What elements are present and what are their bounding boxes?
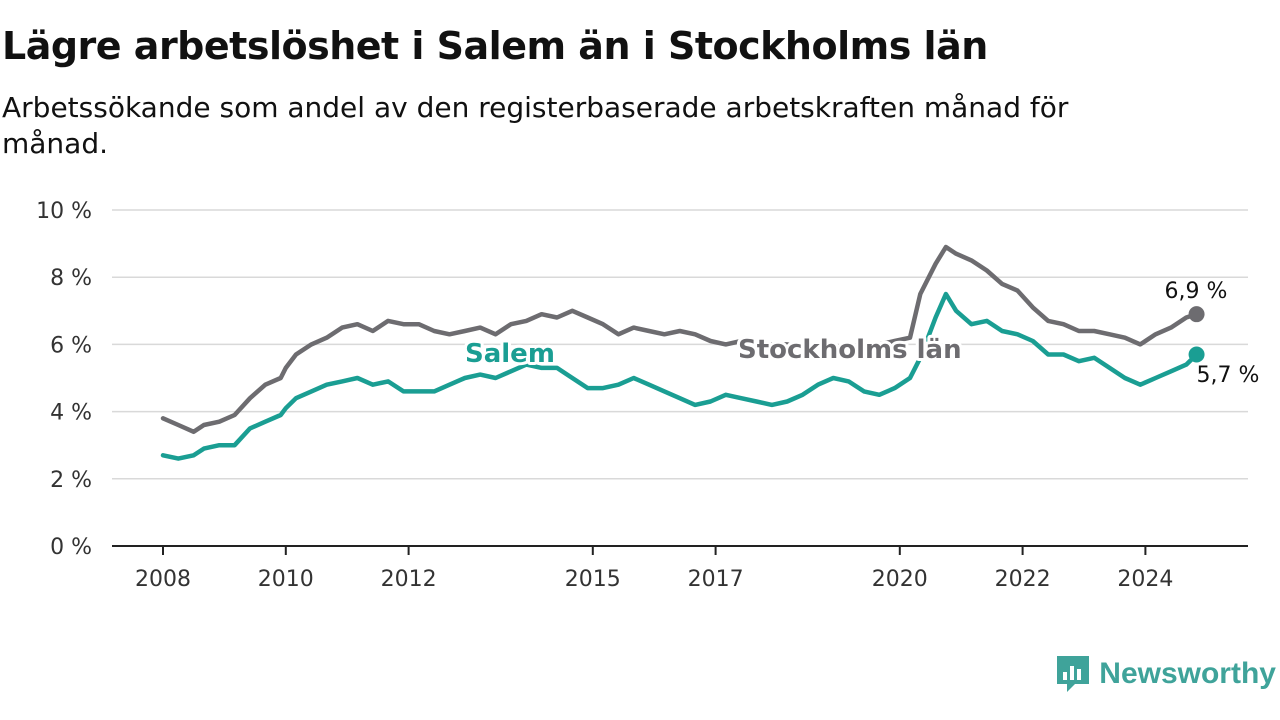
x-tick-label: 2010 — [258, 567, 314, 592]
x-tick-label: 2008 — [135, 567, 191, 592]
x-tick-label: 2015 — [565, 567, 621, 592]
brand-name: Newsworthy — [1099, 657, 1276, 690]
chart-subtitle: Arbetssökande som andel av den registerb… — [2, 91, 1069, 161]
grid-lines — [112, 209, 1248, 547]
y-tick-label: 6 % — [50, 333, 92, 358]
newsworthy-chart-icon — [1057, 656, 1090, 692]
x-axis-ticks: 2008 2010 2012 2015 2017 2020 2022 2024 — [135, 546, 1173, 592]
series-end-value-label: 5,7 % — [1197, 363, 1260, 388]
x-tick-label: 2020 — [872, 567, 928, 592]
y-tick-label: 8 % — [50, 266, 92, 291]
series-line-stockholms-län — [160, 244, 1199, 435]
line-chart: 0 % 2 % 4 % 6 % 8 % 10 % 2008 2010 2012 2015 2017… — [36, 199, 1262, 592]
x-tick-label: 2017 — [688, 567, 744, 592]
series-end-point — [1188, 346, 1205, 363]
y-axis-ticks: 0 % 2 % 4 % 6 % 8 % 10 % — [36, 199, 92, 560]
x-tick-label: 2012 — [381, 567, 437, 592]
y-tick-label: 0 % — [50, 535, 92, 560]
x-tick-label: 2022 — [995, 567, 1051, 592]
series-name-label: Stockholms län — [738, 335, 962, 365]
newsworthy-logo: Newsworthy — [1055, 654, 1276, 694]
series-labels: Stockholms län 6,9 % Salem 5,7 % — [462, 277, 1262, 391]
y-tick-label: 4 % — [50, 401, 92, 426]
series-end-point — [1188, 306, 1205, 323]
series-end-value-label: 6,9 % — [1165, 279, 1228, 304]
y-tick-label: 10 % — [36, 199, 92, 224]
y-tick-label: 2 % — [50, 468, 92, 493]
series-name-label: Salem — [465, 339, 555, 369]
series-line-salem — [160, 291, 1199, 461]
chart-title: Lägre arbetslöshet i Salem än i Stockhol… — [2, 24, 988, 68]
series-lines — [160, 244, 1205, 461]
x-tick-label: 2024 — [1117, 567, 1173, 592]
